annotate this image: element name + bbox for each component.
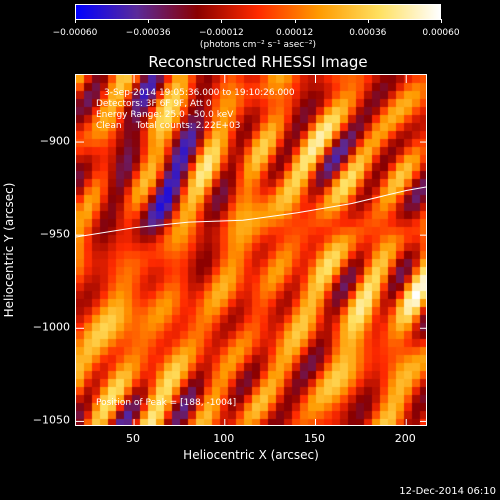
colorbar-tick-label: 0.00012 — [275, 28, 314, 38]
colorbar-tick-mark — [441, 19, 442, 23]
x-tick-label: 150 — [304, 432, 325, 445]
colorbar-tick-mark — [221, 19, 223, 23]
y-tick-label: −1050 — [32, 413, 70, 427]
y-tick-label: −1000 — [32, 320, 70, 334]
solar-limb-line — [76, 186, 426, 238]
colorbar-tick-label: −0.00012 — [199, 28, 244, 38]
colorbar-tick-label: −0.00060 — [52, 28, 98, 38]
x-tick-label: 50 — [126, 432, 141, 445]
x-tick-label: 200 — [394, 432, 416, 445]
heatmap-image — [76, 75, 426, 425]
y-tick-label: −900 — [39, 134, 70, 148]
colorbar-tick-label: 0.00036 — [349, 28, 387, 38]
colorbar-tick-label: −0.00036 — [125, 28, 171, 38]
colorbar-tick-mark — [75, 19, 76, 23]
annotation-clean-counts: Clean Total counts: 2.22E+03 — [96, 121, 241, 131]
annotation-detectors: Detectors: 3F 6F 9F, Att 0 — [96, 99, 212, 109]
y-axis-label: Heliocentric Y (arcsec) — [2, 182, 16, 318]
chart-title: Reconstructed RHESSI Image — [148, 53, 368, 71]
limb-curve-svg — [76, 75, 426, 425]
timestamp-footer: 12-Dec-2014 06:10 — [399, 486, 496, 497]
annotation-energy-range: Energy Range: 25.0 - 50.0 keV — [96, 110, 234, 120]
colorbar-tick-mark — [294, 19, 296, 23]
colorbar-tick-label: 0.00060 — [422, 28, 460, 38]
colorbar-tick-mark — [367, 19, 369, 23]
annotation-time-range: 3-Sep-2014 19:05:36.000 to 19:10:26.000 — [104, 88, 295, 98]
x-axis-label: Heliocentric X (arcsec) — [183, 448, 319, 462]
colorbar-unit-label: (photons cm⁻² s⁻¹ asec⁻²) — [199, 40, 317, 50]
colorbar-tick-mark — [148, 19, 150, 23]
colorbar — [75, 4, 441, 20]
plot-area: 3-Sep-2014 19:05:36.000 to 19:10:26.000 … — [75, 74, 427, 426]
x-tick-label: 100 — [213, 432, 235, 445]
y-tick-label: −950 — [39, 227, 70, 241]
annotation-peak-position: Position of Peak = [188, -1004] — [96, 398, 237, 408]
